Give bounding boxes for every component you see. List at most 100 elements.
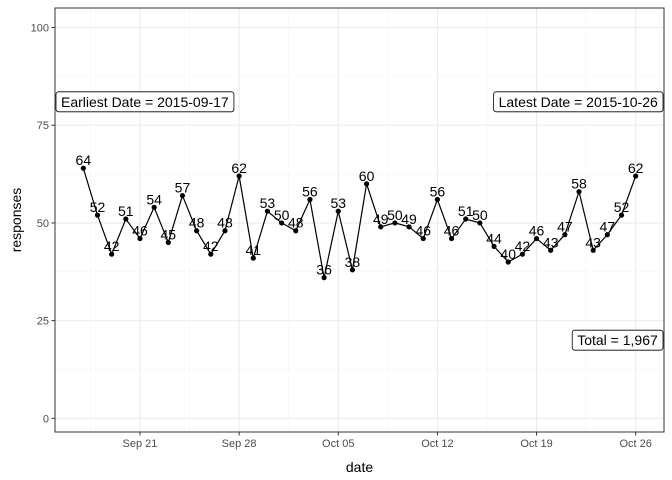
data-label: 36 — [316, 262, 332, 278]
data-point — [505, 259, 511, 265]
data-label: 46 — [415, 223, 431, 239]
data-point — [533, 235, 540, 242]
data-point — [618, 212, 625, 218]
data-point — [123, 216, 129, 222]
x-tick-label: Oct 19 — [520, 438, 552, 450]
data-point — [264, 208, 271, 214]
data-label: 42 — [104, 238, 120, 254]
x-tick-label: Sep 28 — [222, 438, 257, 450]
y-tick-label: 50 — [37, 218, 49, 230]
data-point — [604, 232, 610, 238]
data-label: 64 — [76, 152, 92, 168]
data-label: 51 — [458, 203, 474, 219]
minor-gridlines — [55, 8, 664, 432]
data-label: 41 — [245, 242, 261, 258]
major-gridlines — [55, 8, 664, 432]
data-label: 40 — [500, 246, 516, 262]
data-point — [307, 196, 313, 203]
data-label: 43 — [543, 234, 559, 250]
data-label: 57 — [175, 180, 191, 196]
data-point — [293, 228, 299, 234]
data-label: 49 — [373, 211, 389, 227]
data-label: 46 — [132, 223, 148, 239]
y-tick-label: 75 — [37, 120, 49, 132]
data-label: 48 — [288, 215, 304, 231]
data-point — [349, 267, 356, 273]
data-point — [250, 255, 256, 261]
annotation-text: Latest Date = 2015-10-26 — [499, 94, 658, 110]
data-point — [194, 228, 200, 234]
data-label: 42 — [515, 238, 531, 254]
annotation-label: Earliest Date = 2015-09-17 — [55, 91, 235, 113]
data-point — [137, 235, 143, 242]
x-tick-label: Sep 21 — [123, 438, 158, 450]
data-label: 52 — [90, 199, 106, 215]
y-tick-label: 0 — [43, 413, 49, 425]
data-point — [363, 181, 370, 187]
data-point — [321, 275, 327, 281]
data-label: 44 — [486, 230, 502, 246]
series-layer — [80, 165, 639, 281]
data-point — [80, 165, 86, 171]
y-axis-title: responses — [8, 188, 24, 253]
annotation-box — [55, 91, 235, 113]
data-label: 50 — [387, 207, 403, 223]
data-label: 53 — [260, 195, 276, 211]
data-label: 49 — [401, 211, 417, 227]
data-point — [279, 220, 285, 226]
data-point — [463, 216, 469, 222]
annotation-text: Total = 1,967 — [577, 332, 658, 348]
data-point — [222, 228, 228, 234]
data-point — [406, 224, 412, 230]
data-label: 60 — [359, 168, 375, 184]
data-point — [208, 251, 214, 257]
data-label: 45 — [161, 226, 177, 242]
data-point — [548, 247, 554, 253]
data-label: 50 — [472, 207, 488, 223]
x-axis: Sep 21 Sep 28 Oct 05 Oct 12 Oct 19 Oct 26 — [123, 432, 652, 450]
x-axis-title: date — [346, 459, 373, 475]
data-point — [477, 220, 483, 226]
data-label: 48 — [189, 215, 205, 231]
data-label: 52 — [614, 199, 630, 215]
data-label: 42 — [203, 238, 219, 254]
annotation-text: Earliest Date = 2015-09-17 — [61, 94, 229, 110]
annotation-box — [493, 91, 664, 113]
data-point — [165, 239, 171, 246]
data-label: 56 — [430, 183, 446, 199]
data-point — [94, 212, 101, 218]
series-line — [82, 168, 637, 278]
data-label: 54 — [146, 191, 162, 207]
data-point — [179, 192, 186, 199]
x-tick-label: Oct 26 — [619, 438, 651, 450]
data-label: 62 — [231, 160, 247, 176]
data-point — [491, 243, 497, 249]
data-label: 51 — [118, 203, 134, 219]
data-label: 47 — [600, 219, 616, 235]
data-point — [633, 173, 639, 179]
data-label: 38 — [345, 254, 361, 270]
panel-border — [54, 7, 665, 433]
data-label: 50 — [274, 207, 290, 223]
data-point — [519, 251, 525, 257]
data-label: 47 — [557, 219, 573, 235]
data-point — [448, 235, 455, 242]
data-label: 56 — [302, 183, 318, 199]
annotation-label: Total = 1,967 — [571, 329, 664, 351]
annotation-box — [571, 329, 664, 351]
data-point — [378, 224, 384, 230]
x-tick-label: Oct 12 — [421, 438, 453, 450]
data-label: 43 — [585, 234, 601, 250]
data-point — [392, 220, 398, 226]
data-point — [434, 196, 440, 203]
data-point — [576, 189, 582, 195]
data-point — [109, 251, 115, 257]
data-point — [562, 232, 568, 238]
annotation-label: Latest Date = 2015-10-26 — [493, 91, 664, 113]
data-point — [335, 208, 341, 214]
y-axis: 0 25 50 75 100 — [31, 23, 55, 425]
data-label: 58 — [571, 176, 587, 192]
data-point — [420, 235, 426, 242]
